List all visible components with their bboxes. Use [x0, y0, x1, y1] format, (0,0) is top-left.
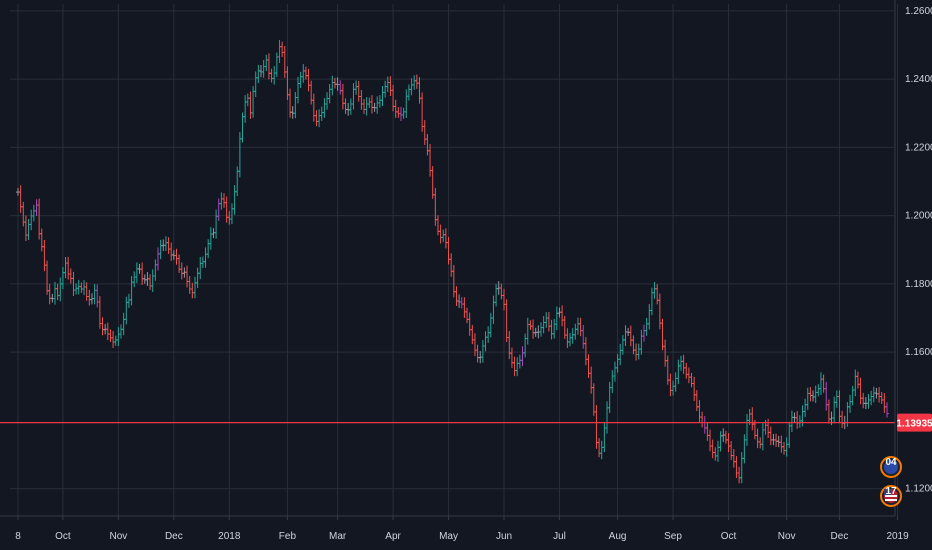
event-badge[interactable]: 17	[880, 485, 902, 507]
x-tick-label: Nov	[778, 531, 796, 542]
euro-flag-icon	[884, 460, 898, 474]
x-tick-label: Sep	[664, 531, 682, 542]
event-badge-label: 04	[885, 457, 897, 468]
x-tick-label: Apr	[385, 531, 401, 542]
y-tick-label: 1.26000	[905, 6, 932, 17]
x-tick-label: Nov	[109, 531, 127, 542]
x-tick-label: Mar	[329, 531, 347, 542]
event-badge[interactable]: 04	[880, 456, 902, 478]
x-tick-label: Oct	[55, 531, 71, 542]
x-tick-label: Jun	[496, 531, 512, 542]
x-tick-label: Dec	[165, 531, 183, 542]
y-tick-label: 1.20000	[905, 211, 932, 222]
event-badge-label: 17	[885, 486, 897, 497]
x-tick-label: Feb	[279, 531, 297, 542]
x-tick-label: Jul	[553, 531, 566, 542]
y-tick-label: 1.22000	[905, 142, 932, 153]
ohlc-bar[interactable]	[885, 402, 889, 418]
x-tick-label: Aug	[609, 531, 627, 542]
x-tick-label: 8	[15, 531, 21, 542]
current-price-label: 1.13935	[896, 419, 932, 430]
y-tick-label: 1.12000	[905, 484, 932, 495]
event-badges[interactable]: 04 17	[880, 456, 902, 507]
bars-layer[interactable]	[16, 39, 889, 484]
y-tick-label: 1.24000	[905, 74, 932, 85]
x-tick-label: Oct	[721, 531, 737, 542]
x-tick-label: May	[439, 531, 458, 542]
x-tick-label: 2019	[886, 531, 909, 542]
current-price-tag: 1.13935	[896, 413, 932, 432]
usa-flag-icon	[884, 489, 898, 503]
y-tick-label: 1.18000	[905, 279, 932, 290]
x-tick-label: Dec	[831, 531, 849, 542]
x-tick-label: 2018	[218, 531, 241, 542]
y-tick-label: 1.16000	[905, 347, 932, 358]
grid-layer	[10, 4, 899, 516]
